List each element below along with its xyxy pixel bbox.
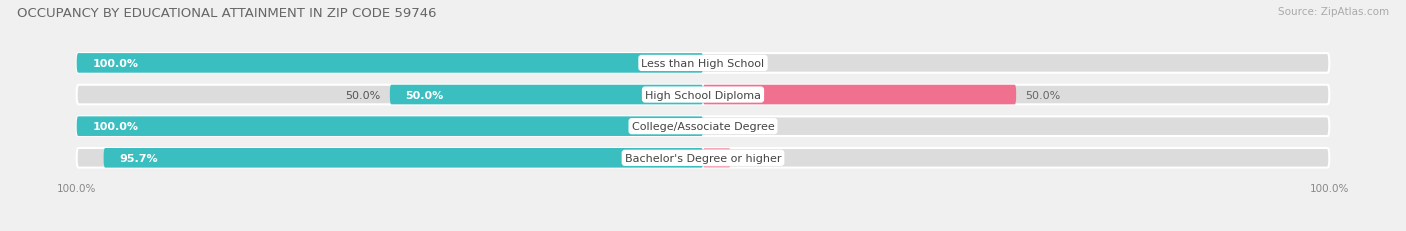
Text: 50.0%: 50.0% [346, 90, 381, 100]
Text: 4.4%: 4.4% [740, 153, 769, 163]
FancyBboxPatch shape [77, 54, 703, 73]
Text: 100.0%: 100.0% [93, 122, 138, 132]
Text: College/Associate Degree: College/Associate Degree [631, 122, 775, 132]
Text: OCCUPANCY BY EDUCATIONAL ATTAINMENT IN ZIP CODE 59746: OCCUPANCY BY EDUCATIONAL ATTAINMENT IN Z… [17, 7, 436, 20]
Text: Source: ZipAtlas.com: Source: ZipAtlas.com [1278, 7, 1389, 17]
FancyBboxPatch shape [703, 148, 731, 168]
FancyBboxPatch shape [703, 85, 1017, 105]
Text: 100.0%: 100.0% [93, 59, 138, 69]
FancyBboxPatch shape [77, 117, 1329, 136]
Text: 0.0%: 0.0% [713, 122, 741, 132]
FancyBboxPatch shape [104, 148, 703, 168]
Text: High School Diploma: High School Diploma [645, 90, 761, 100]
Text: Less than High School: Less than High School [641, 59, 765, 69]
FancyBboxPatch shape [77, 148, 1329, 168]
Legend: Owner-occupied, Renter-occupied: Owner-occupied, Renter-occupied [585, 228, 821, 231]
Text: Bachelor's Degree or higher: Bachelor's Degree or higher [624, 153, 782, 163]
FancyBboxPatch shape [389, 85, 703, 105]
Text: 95.7%: 95.7% [120, 153, 157, 163]
FancyBboxPatch shape [77, 85, 1329, 105]
Text: 50.0%: 50.0% [1025, 90, 1060, 100]
FancyBboxPatch shape [77, 54, 1329, 73]
Text: 0.0%: 0.0% [713, 59, 741, 69]
Text: 50.0%: 50.0% [405, 90, 444, 100]
FancyBboxPatch shape [77, 117, 703, 136]
